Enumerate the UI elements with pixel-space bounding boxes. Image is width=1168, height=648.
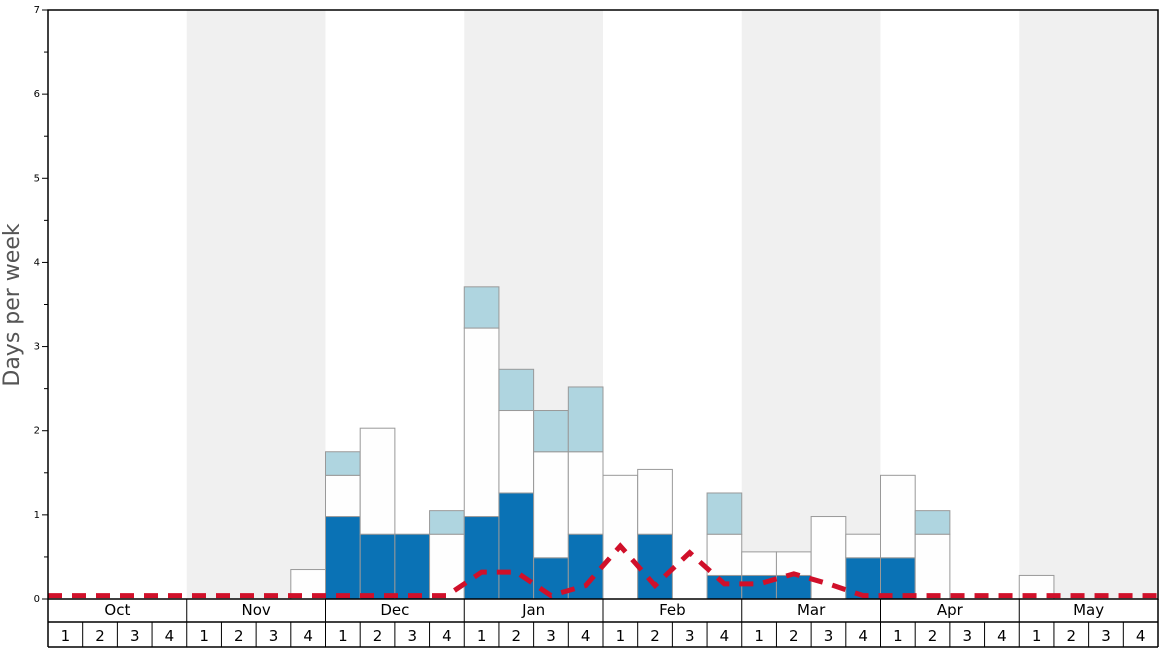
week-label: 2 [928, 627, 938, 645]
week-label: 4 [442, 627, 452, 645]
y-tick-label: 7 [34, 5, 40, 16]
week-label: 3 [824, 627, 834, 645]
bar-segment-1-11 [394, 533, 431, 600]
y-tick-label: 3 [34, 342, 40, 353]
week-label: 2 [373, 627, 383, 645]
week-label: 1 [754, 627, 764, 645]
week-label: 4 [1136, 627, 1146, 645]
y-axis-label: Days per week [0, 223, 25, 386]
bar-segment-2-18 [637, 468, 673, 535]
bar-segment-3-13 [463, 286, 500, 329]
month-label-may: May [1073, 601, 1104, 619]
bar-segment-2-10 [359, 427, 396, 535]
month-label-feb: Feb [659, 601, 686, 619]
y-tick-label: 5 [34, 173, 40, 184]
week-label: 1 [1032, 627, 1042, 645]
bar-segment-1-13 [463, 516, 500, 600]
month-label-nov: Nov [241, 601, 270, 619]
week-label: 1 [199, 627, 209, 645]
month-shading [186, 10, 1158, 599]
week-label: 2 [789, 627, 799, 645]
bar-segment-2-24 [845, 533, 881, 559]
month-shade-may [1019, 10, 1158, 599]
bar-segment-2-20 [706, 533, 743, 576]
week-label: 4 [303, 627, 313, 645]
week-label: 4 [165, 627, 175, 645]
week-label: 4 [581, 627, 591, 645]
bar-segment-1-18 [637, 533, 673, 600]
week-label: 2 [512, 627, 522, 645]
y-tick-label: 6 [34, 89, 40, 100]
week-label: 1 [616, 627, 626, 645]
bar-segment-3-20 [706, 492, 743, 535]
axes: 0 1 2 3 4 5 6 7 Oct 1 2 3 4 Nov 1 2 3 4 Dec 1 2 3 4 Jan 1 2 3 4 Feb 1… [34, 5, 1159, 648]
week-label: 2 [1067, 627, 1077, 645]
week-label: 3 [962, 627, 972, 645]
bar-segment-2-13 [463, 327, 500, 518]
month-label-dec: Dec [380, 601, 409, 619]
week-label: 4 [858, 627, 868, 645]
bar-segment-1-10 [359, 533, 396, 600]
bar-segment-3-12 [429, 510, 465, 535]
bar-segment-3-16 [567, 386, 604, 453]
week-label: 1 [338, 627, 348, 645]
bar-segment-1-25 [880, 557, 916, 600]
bar-segment-2-14 [498, 410, 535, 494]
month-shade-mar [741, 10, 881, 599]
week-label: 3 [546, 627, 556, 645]
week-label: 2 [234, 627, 244, 645]
bar-segment-2-16 [567, 451, 604, 535]
bar-segment-2-21 [741, 551, 777, 576]
bars [290, 286, 1055, 600]
week-label: 3 [685, 627, 695, 645]
month-shade-nov [186, 10, 326, 599]
y-tick-label: 1 [34, 510, 40, 521]
week-label: 3 [130, 627, 140, 645]
y-tick-label: 4 [34, 257, 40, 268]
bar-segment-2-17 [602, 474, 639, 600]
week-label: 4 [720, 627, 730, 645]
trend-line [48, 542, 1158, 599]
bar-segment-3-26 [914, 510, 951, 535]
bar-segment-2-9 [325, 474, 361, 518]
trend-line-path [48, 542, 1158, 599]
week-label: 1 [477, 627, 487, 645]
week-label: 3 [1101, 627, 1111, 645]
week-label: 3 [407, 627, 417, 645]
y-tick-label: 0 [34, 594, 40, 605]
bar-segment-2-15 [533, 451, 569, 559]
bar-segment-3-9 [325, 451, 361, 476]
bar-segment-3-14 [498, 368, 535, 412]
month-label-apr: Apr [937, 601, 964, 619]
bar-segment-2-25 [880, 474, 916, 559]
bar-segment-1-9 [325, 516, 361, 600]
week-label: 4 [997, 627, 1007, 645]
bar-segment-1-20 [706, 574, 743, 600]
month-label-jan: Jan [521, 601, 545, 619]
week-label: 1 [61, 627, 71, 645]
bar-segment-1-22 [775, 574, 812, 600]
month-label-mar: Mar [797, 601, 826, 619]
bar-segment-3-15 [533, 410, 569, 453]
week-label: 3 [269, 627, 279, 645]
y-tick-label: 2 [34, 426, 40, 437]
week-label: 2 [95, 627, 105, 645]
bar-segment-2-26 [914, 533, 951, 600]
week-label: 1 [893, 627, 903, 645]
month-label-oct: Oct [104, 601, 130, 619]
bar-segment-1-24 [845, 557, 881, 600]
week-label: 2 [650, 627, 660, 645]
